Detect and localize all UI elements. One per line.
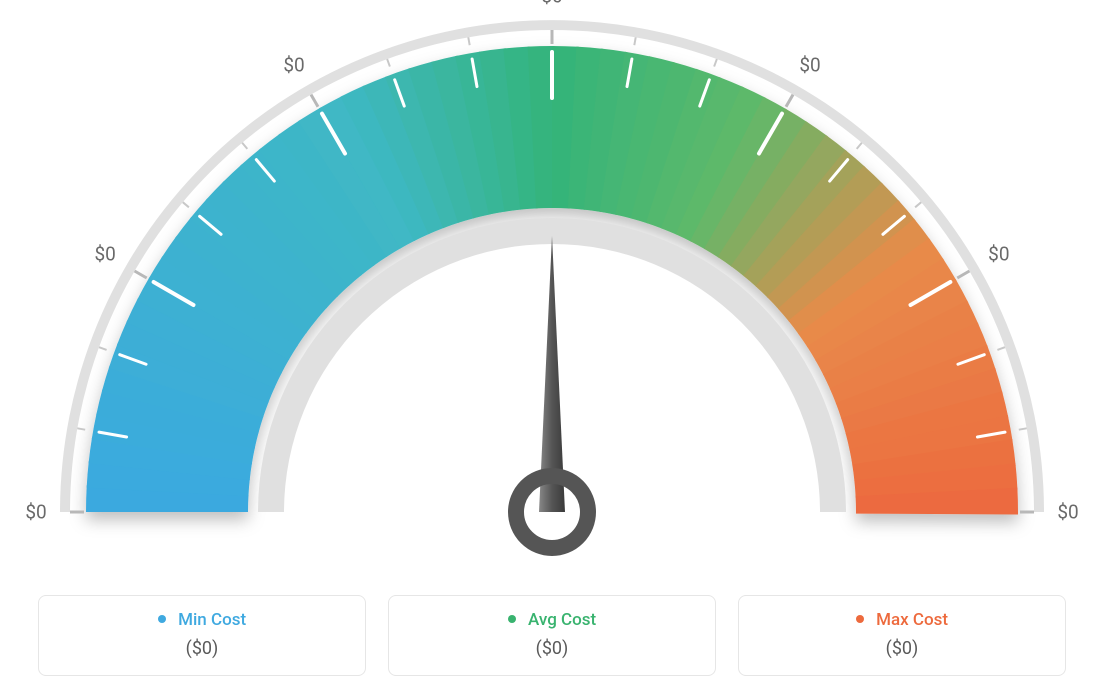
legend-label-max: Max Cost bbox=[876, 610, 948, 630]
legend-value-max: ($0) bbox=[739, 638, 1065, 659]
legend-title-max: Max Cost bbox=[739, 610, 1065, 630]
legend-title-min: Min Cost bbox=[39, 610, 365, 630]
legend-dot-avg bbox=[508, 615, 516, 623]
gauge-chart: $0 $0 $0 $0 $0 $0 $0 bbox=[0, 0, 1104, 560]
gauge-svg bbox=[0, 0, 1104, 560]
legend-card-max: Max Cost ($0) bbox=[738, 595, 1066, 676]
gauge-tick-label: $0 bbox=[1057, 501, 1078, 524]
legend-title-avg: Avg Cost bbox=[389, 610, 715, 630]
legend-value-avg: ($0) bbox=[389, 638, 715, 659]
gauge-tick-label: $0 bbox=[799, 54, 820, 77]
legend-card-avg: Avg Cost ($0) bbox=[388, 595, 716, 676]
legend-label-avg: Avg Cost bbox=[528, 610, 596, 630]
legend-dot-max bbox=[856, 615, 864, 623]
gauge-tick-label: $0 bbox=[283, 54, 304, 77]
gauge-tick-label: $0 bbox=[988, 243, 1009, 266]
legend-value-min: ($0) bbox=[39, 638, 365, 659]
legend-row: Min Cost ($0) Avg Cost ($0) Max Cost ($0… bbox=[38, 595, 1066, 676]
legend-dot-min bbox=[158, 615, 166, 623]
legend-label-min: Min Cost bbox=[178, 610, 246, 630]
gauge-tick-label: $0 bbox=[541, 0, 562, 8]
gauge-tick-label: $0 bbox=[25, 501, 46, 524]
gauge-tick-label: $0 bbox=[94, 243, 115, 266]
legend-card-min: Min Cost ($0) bbox=[38, 595, 366, 676]
